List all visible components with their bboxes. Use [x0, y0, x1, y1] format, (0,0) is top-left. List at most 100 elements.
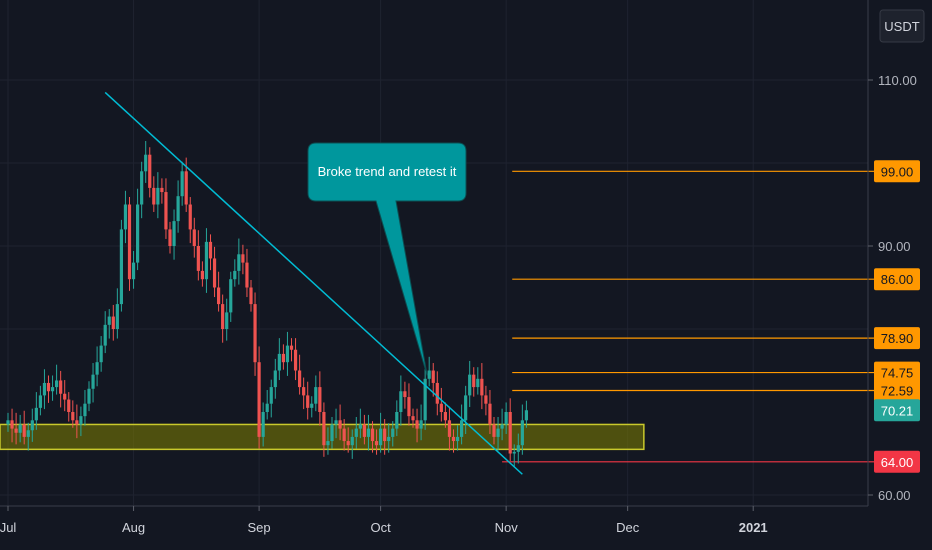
price-tag-label: 86.00 — [881, 272, 914, 287]
candle-body — [119, 229, 123, 305]
candle-body — [55, 380, 59, 388]
x-tick-label: Sep — [248, 520, 271, 535]
candle-body — [484, 395, 488, 404]
candle-body — [310, 403, 314, 408]
currency-box[interactable] — [879, 9, 925, 43]
candles — [6, 141, 528, 468]
candle-body — [233, 270, 237, 280]
candle-body — [447, 420, 452, 437]
price-tag — [874, 327, 920, 350]
candle-body — [30, 420, 34, 431]
candle-body — [18, 424, 22, 433]
candle-body — [488, 403, 492, 425]
candle-body — [103, 324, 107, 346]
candle-body — [136, 204, 140, 263]
candle-body — [399, 391, 403, 412]
time-axis[interactable]: Jul Aug Sep Oct Nov Dec 2021 — [0, 506, 768, 535]
candle-body — [326, 441, 330, 446]
candle-body — [196, 246, 200, 271]
candle-body — [423, 378, 427, 421]
candle-body — [314, 387, 318, 404]
level-lines — [502, 170, 874, 463]
candle-body — [245, 262, 249, 288]
candle-body — [443, 412, 447, 421]
candle-body — [427, 370, 431, 379]
candle-body — [476, 378, 480, 388]
candle-body — [374, 441, 379, 446]
candle-body — [379, 428, 383, 446]
candle-body — [298, 370, 302, 388]
candle-body — [180, 171, 184, 197]
candle-body — [403, 391, 407, 398]
candle-body — [362, 424, 366, 437]
candle-body — [127, 204, 132, 280]
x-tick-label: 2021 — [739, 520, 768, 535]
candle-body — [107, 316, 111, 325]
candle-body — [455, 436, 460, 442]
candle-body — [500, 424, 504, 429]
candle-body — [115, 304, 119, 329]
candle-body — [208, 241, 213, 259]
candle-body — [188, 204, 192, 230]
trendline[interactable] — [104, 91, 523, 475]
candle-body — [358, 424, 362, 429]
price-axis[interactable]: 110.00 90.00 60.00 — [868, 73, 917, 503]
x-tick-label: Aug — [122, 520, 145, 535]
candle-body — [241, 254, 245, 263]
candle-body — [492, 424, 496, 437]
candle-body — [273, 370, 277, 388]
candle-body — [144, 154, 148, 172]
candle-body — [95, 362, 99, 375]
candle-body — [99, 345, 103, 363]
candle-body — [346, 441, 350, 446]
candle-body — [419, 420, 423, 429]
candle-body — [140, 171, 144, 205]
price-tag-label: 64.00 — [881, 455, 914, 470]
candle-body — [261, 412, 265, 437]
candle-body — [460, 420, 464, 437]
price-tag — [874, 450, 920, 473]
x-tick-label: Nov — [495, 520, 519, 535]
candle-body — [22, 424, 26, 437]
candle-body — [26, 430, 30, 437]
candle-body — [383, 428, 387, 442]
callout-bubble — [307, 142, 467, 376]
candle-body — [330, 424, 334, 442]
candle-body — [322, 412, 326, 446]
price-tag — [874, 160, 920, 183]
candle-body — [366, 428, 371, 437]
candle-body — [79, 416, 83, 425]
candle-body — [302, 387, 306, 396]
candle-body — [50, 387, 55, 392]
candle-body — [87, 388, 91, 404]
candle-body — [508, 412, 512, 454]
candle-body — [411, 416, 415, 421]
candle-body — [75, 420, 79, 425]
candle-body — [42, 382, 47, 396]
candle-body — [464, 395, 468, 421]
candle-body — [14, 428, 18, 433]
annotation-callout[interactable]: Broke trend and retest it — [307, 142, 467, 376]
price-tag — [874, 268, 920, 291]
candle-body — [395, 412, 399, 429]
y-tick-label: 60.00 — [878, 488, 911, 503]
candle-body — [184, 171, 188, 205]
candle-body — [38, 395, 42, 408]
candle-body — [281, 353, 285, 363]
candle-body — [217, 287, 221, 305]
candle-body — [148, 154, 152, 188]
candle-body — [468, 374, 472, 396]
y-tick-label: 110.00 — [878, 73, 917, 88]
price-tag-label: 99.00 — [881, 164, 914, 179]
candle-body — [59, 380, 63, 394]
candle-body — [156, 187, 160, 205]
candle-body — [387, 436, 391, 442]
x-tick-label: Jul — [0, 520, 16, 535]
candle-body — [431, 370, 435, 383]
candle-body — [168, 229, 172, 246]
price-tag — [874, 361, 920, 384]
price-tag-label: 74.75 — [881, 366, 914, 381]
candle-body — [253, 304, 257, 363]
candle-body — [334, 420, 338, 425]
